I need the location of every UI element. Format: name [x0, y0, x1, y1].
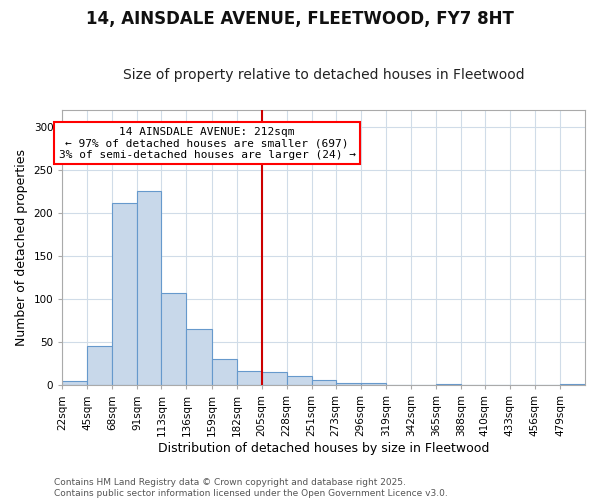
Bar [187, 330, 212, 386]
Bar [137, 192, 161, 386]
Bar [311, 380, 335, 386]
Title: Size of property relative to detached houses in Fleetwood: Size of property relative to detached ho… [123, 68, 524, 82]
Bar [112, 204, 137, 386]
Bar [212, 360, 236, 386]
Bar [236, 370, 262, 386]
Text: Contains HM Land Registry data © Crown copyright and database right 2025.
Contai: Contains HM Land Registry data © Crown c… [54, 478, 448, 498]
Bar [62, 381, 88, 386]
Y-axis label: Number of detached properties: Number of detached properties [15, 149, 28, 346]
Bar [361, 382, 386, 386]
Text: 14, AINSDALE AVENUE, FLEETWOOD, FY7 8HT: 14, AINSDALE AVENUE, FLEETWOOD, FY7 8HT [86, 10, 514, 28]
Bar [161, 293, 187, 386]
Bar [88, 346, 112, 386]
Bar [287, 376, 311, 386]
Bar [436, 384, 461, 386]
X-axis label: Distribution of detached houses by size in Fleetwood: Distribution of detached houses by size … [158, 442, 490, 455]
Bar [560, 384, 585, 386]
Text: 14 AINSDALE AVENUE: 212sqm
← 97% of detached houses are smaller (697)
3% of semi: 14 AINSDALE AVENUE: 212sqm ← 97% of deta… [59, 127, 356, 160]
Bar [335, 382, 361, 386]
Bar [262, 372, 287, 386]
